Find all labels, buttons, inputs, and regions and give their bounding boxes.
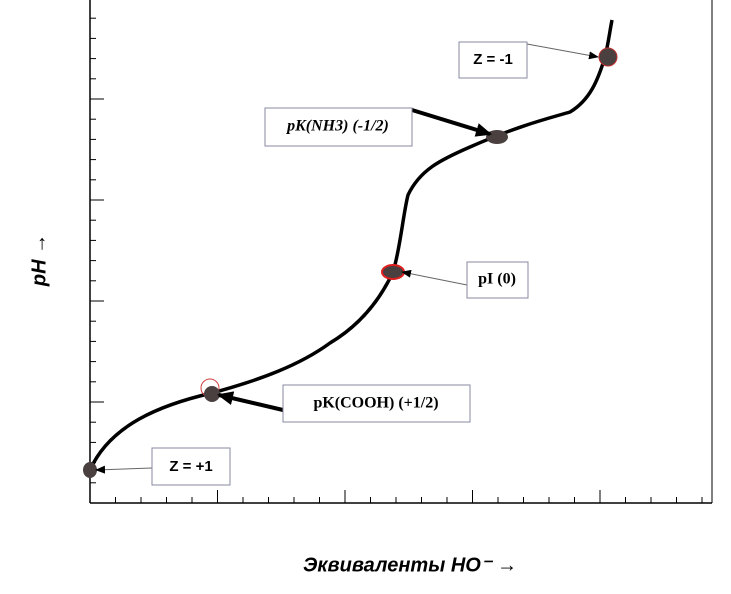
annotation-box — [458, 41, 528, 79]
annotation-label: pK(NH3) (-1/2) — [285, 118, 389, 135]
arrow — [217, 391, 284, 412]
annotation-label: Z = -1 — [473, 51, 513, 68]
annotation-box — [466, 261, 529, 299]
y-axis-label: pH → — [28, 234, 50, 287]
point — [381, 264, 405, 280]
x-axis-label: Эквиваленты HO⁻ → — [303, 554, 517, 576]
annotation-box — [282, 384, 471, 423]
point — [83, 462, 97, 478]
arrow — [411, 108, 492, 137]
arrow — [401, 269, 468, 286]
annotation-label: pI (0) — [478, 271, 516, 288]
point — [598, 47, 618, 67]
annotation-label: pK(COOH) (+1/2) — [313, 395, 438, 412]
annotation-label: Z = +1 — [169, 458, 212, 475]
annotation-box — [264, 107, 413, 147]
plot-frame — [89, 0, 713, 504]
point — [204, 386, 220, 402]
arrow — [95, 465, 153, 474]
annotation-box — [151, 447, 231, 486]
arrow — [526, 43, 599, 60]
